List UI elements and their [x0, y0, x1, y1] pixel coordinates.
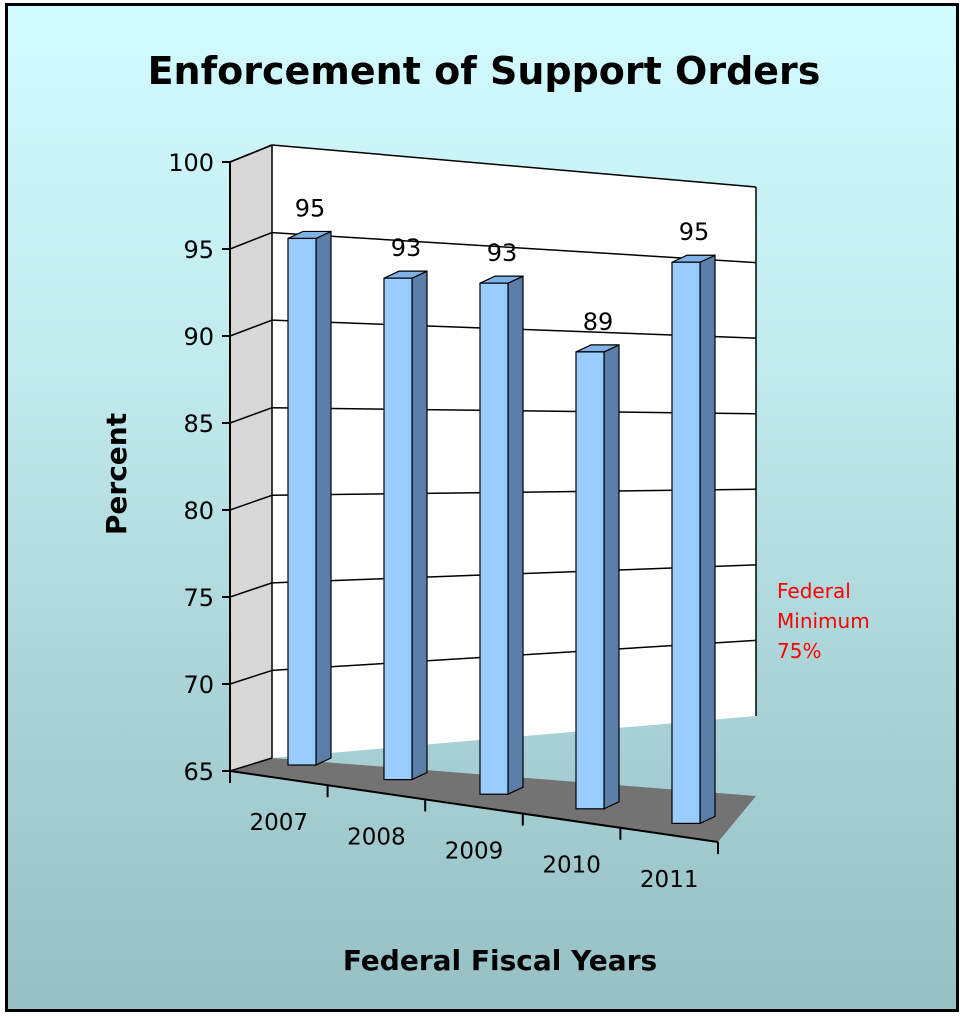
bar-side-3	[603, 343, 620, 810]
federal-minimum-annotation: Federal Minimum 75%	[777, 579, 876, 663]
x-tick-label-3: 2010	[542, 853, 601, 879]
bar-front-1	[383, 277, 413, 781]
y-tick-label-4: 85	[183, 410, 214, 438]
side-gridline-2	[229, 582, 273, 598]
x-tick-label-4: 2011	[640, 867, 699, 893]
annotation-line-1: Federal	[777, 579, 851, 603]
bar-front-2	[479, 282, 509, 795]
side-wall-top-edge	[229, 144, 273, 163]
bar-2007	[287, 230, 332, 766]
plot-floor	[230, 758, 756, 842]
data-label-1: 93	[391, 234, 422, 262]
bar-2010	[575, 343, 620, 810]
x-axis: 2007 2008 2009 2010 2011	[229, 770, 719, 893]
data-label-2: 93	[487, 239, 518, 267]
bar-front-3	[575, 351, 605, 810]
chart-frame: Enforcement of Support Orders 65 70 75 80 85…	[5, 3, 959, 1012]
chart-title: Enforcement of Support Orders	[148, 49, 821, 93]
y-tick-label-2: 75	[183, 584, 214, 612]
y-tick-label-5: 90	[183, 323, 214, 351]
data-label-3: 89	[583, 308, 614, 336]
y-tick-label-1: 70	[183, 671, 214, 699]
plot-side-wall	[230, 145, 272, 771]
data-label-4: 95	[679, 218, 710, 246]
back-wall-top-edge	[271, 144, 757, 188]
side-gridline-0	[229, 757, 273, 772]
bars	[287, 230, 716, 825]
x-tick-label-1: 2008	[347, 824, 406, 850]
side-gridline-4	[229, 407, 273, 424]
side-gridline-3	[229, 494, 273, 511]
bar-2008	[383, 270, 428, 781]
side-gridline-6	[229, 231, 273, 250]
data-labels: 95 93 93 89 95	[295, 194, 710, 335]
bar-side-4	[699, 254, 716, 825]
bar-side-2	[507, 275, 524, 796]
x-tick-label-2: 2009	[445, 839, 504, 865]
y-tick-label-3: 80	[183, 497, 214, 525]
bar-2011	[671, 254, 716, 825]
x-axis-title: Federal Fiscal Years	[343, 944, 657, 977]
y-tick-label-0: 65	[183, 758, 214, 786]
bar-front-0	[287, 237, 317, 766]
y-axis: 65 70 75 80 85 90 95 100	[168, 149, 231, 786]
bar-side-0	[315, 230, 332, 766]
bar-chart: Enforcement of Support Orders 65 70 75 80 85…	[100, 49, 876, 977]
x-tick-label-0: 2007	[250, 810, 309, 836]
bar-front-4	[671, 261, 701, 824]
bar-2009	[479, 275, 524, 796]
y-axis-title: Percent	[100, 413, 133, 535]
side-gridline-1	[229, 669, 273, 685]
annotation-line-3: 75%	[777, 639, 821, 663]
gridline-6	[271, 231, 757, 264]
y-tick-label-6: 95	[183, 236, 214, 264]
bar-side-1	[411, 270, 428, 781]
annotation-line-2: Minimum	[777, 609, 870, 633]
data-label-0: 95	[295, 194, 326, 222]
side-gridline-5	[229, 319, 273, 337]
y-tick-label-7: 100	[168, 149, 214, 177]
x-axis-line	[229, 770, 719, 843]
